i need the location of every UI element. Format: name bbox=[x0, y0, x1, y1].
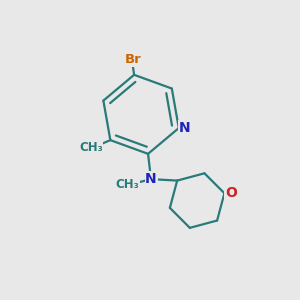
Text: Br: Br bbox=[124, 53, 141, 66]
Text: O: O bbox=[225, 186, 237, 200]
Text: N: N bbox=[145, 172, 157, 186]
Text: CH₃: CH₃ bbox=[116, 178, 139, 191]
Text: N: N bbox=[178, 121, 190, 135]
Text: CH₃: CH₃ bbox=[79, 141, 103, 154]
